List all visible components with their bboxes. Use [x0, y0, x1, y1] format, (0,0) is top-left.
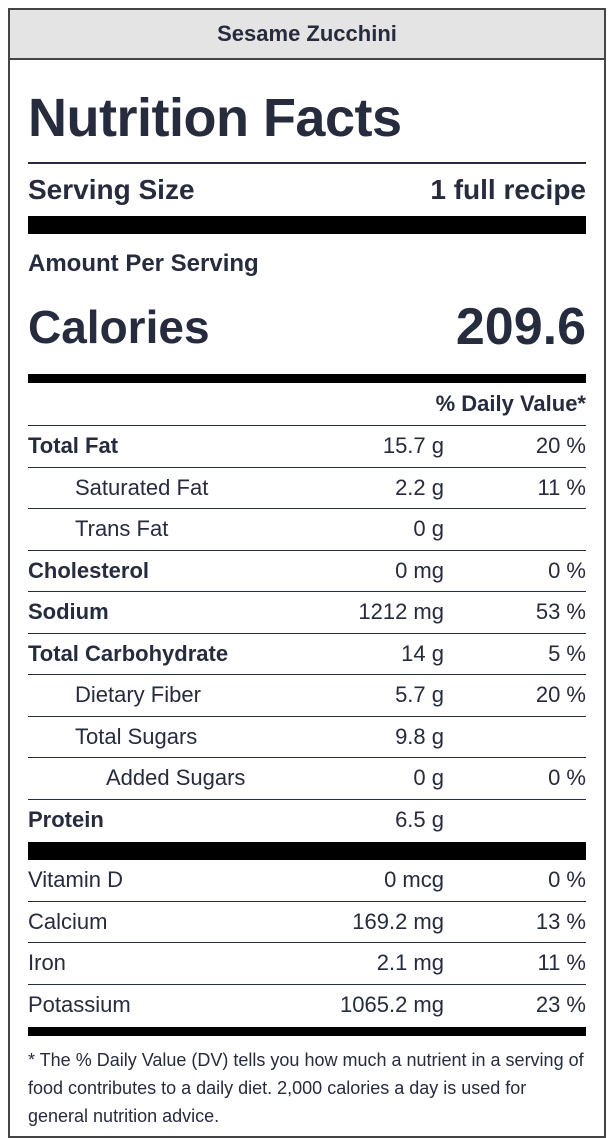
nutrition-label: Sesame Zucchini Nutrition Facts Serving …	[8, 8, 606, 1138]
serving-size-value: 1 full recipe	[430, 174, 586, 205]
nutrient-name: Cholesterol	[28, 557, 150, 583]
vitamin-amount: 169.2 mg	[352, 908, 444, 934]
vitamin-row-potassium: Potassium 1065.2 mg 23 %	[28, 985, 586, 1026]
nutrient-name: Added Sugars	[106, 765, 246, 791]
nutrient-name: Sodium	[28, 599, 109, 625]
nutrient-name: Total Fat	[28, 433, 119, 459]
nutrient-amount: 1212 mg	[358, 599, 444, 625]
nutrient-name: Trans Fat	[75, 516, 169, 542]
vitamin-amount: 1065.2 mg	[340, 991, 444, 1017]
thick-divider	[28, 216, 586, 234]
serving-size-row: Serving Size 1 full recipe	[28, 164, 586, 216]
vitamin-name: Calcium	[28, 908, 108, 934]
nutrient-row-cholesterol: Cholesterol 0 mg 0 %	[28, 551, 586, 592]
nutrient-dv: 11 %	[537, 474, 586, 500]
daily-value-header: % Daily Value*	[435, 391, 586, 416]
nutrient-amount: 6.5 g	[395, 806, 444, 832]
nutrient-dv: 0 %	[548, 557, 586, 583]
nutrient-dv: 0 %	[548, 765, 586, 791]
nutrient-row-total-fat: Total Fat 15.7 g 20 %	[28, 426, 586, 467]
nutrient-row-trans-fat: Trans Fat 0 g	[28, 509, 586, 550]
calories-row: Calories 209.6	[28, 286, 586, 368]
vitamin-amount: 0 mcg	[384, 867, 444, 893]
vitamin-dv: 13 %	[535, 908, 586, 934]
vitamin-name: Vitamin D	[28, 867, 123, 893]
nutrient-amount: 0 g	[413, 516, 444, 542]
footnote: * The % Daily Value (DV) tells you how m…	[28, 1050, 584, 1126]
vitamin-row-iron: Iron 2.1 mg 11 %	[28, 943, 586, 984]
vitamin-dv: 23 %	[535, 991, 586, 1017]
nutrient-row-dietary-fiber: Dietary Fiber 5.7 g 20 %	[28, 675, 586, 716]
serving-size-label: Serving Size	[28, 174, 195, 205]
nutrient-name: Total Carbohydrate	[28, 640, 229, 666]
nutrient-row-total-carbohydrate: Total Carbohydrate 14 g 5 %	[28, 634, 586, 675]
amount-per-serving: Amount Per Serving	[28, 250, 259, 277]
nutrient-row-protein: Protein 6.5 g	[28, 800, 586, 841]
medium-divider	[28, 374, 586, 383]
divider	[28, 162, 586, 164]
nutrient-dv: 53 %	[535, 599, 586, 625]
nutrient-amount: 2.2 g	[395, 474, 444, 500]
vitamin-name: Iron	[28, 950, 66, 976]
vitamin-dv: 11 %	[537, 950, 586, 976]
nutrient-amount: 0 mg	[395, 557, 444, 583]
nutrient-amount: 14 g	[401, 640, 444, 666]
nutrient-row-sodium: Sodium 1212 mg 53 %	[28, 592, 586, 633]
nutrition-facts-title: Nutrition Facts	[28, 88, 402, 148]
recipe-name: Sesame Zucchini	[10, 10, 604, 60]
vitamin-dv: 0 %	[548, 867, 586, 893]
vitamin-amount: 2.1 mg	[376, 950, 444, 976]
nutrient-row-total-sugars: Total Sugars 9.8 g	[28, 717, 586, 758]
nutrient-amount: 15.7 g	[382, 433, 444, 459]
vitamin-name: Potassium	[28, 991, 131, 1017]
nutrient-dv: 20 %	[535, 433, 586, 459]
calories-value: 209.6	[455, 298, 586, 356]
nutrient-amount: 0 g	[413, 765, 444, 791]
nutrient-dv: 5 %	[548, 640, 586, 666]
vitamin-row-calcium: Calcium 169.2 mg 13 %	[28, 902, 586, 943]
thick-divider	[28, 842, 586, 860]
nutrient-amount: 9.8 g	[395, 723, 444, 749]
nutrient-name: Total Sugars	[75, 723, 198, 749]
calories-label: Calories	[28, 301, 210, 353]
nutrient-name: Saturated Fat	[75, 474, 209, 500]
nutrient-name: Dietary Fiber	[75, 682, 201, 708]
vitamin-row-vitamin-d: Vitamin D 0 mcg 0 %	[28, 860, 586, 901]
nutrient-row-added-sugars: Added Sugars 0 g 0 %	[28, 758, 586, 799]
nutrient-name: Protein	[28, 806, 104, 832]
nutrient-row-saturated-fat: Saturated Fat 2.2 g 11 %	[28, 468, 586, 509]
medium-divider	[28, 1027, 586, 1036]
nutrient-dv: 20 %	[535, 682, 586, 708]
nutrient-amount: 5.7 g	[395, 682, 444, 708]
